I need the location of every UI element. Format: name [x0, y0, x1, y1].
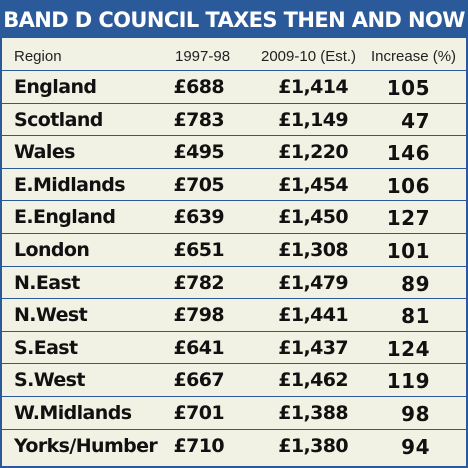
value-2009-10-cell: £1,454: [278, 173, 348, 196]
value-1997-98-cell: £710: [173, 434, 225, 457]
table-row: N.West £798 £1,441 81: [2, 298, 466, 331]
table-row: E.Midlands £705 £1,454 106: [2, 167, 466, 201]
column-header-increase: Increase (%): [371, 48, 457, 65]
region-cell: Yorks/Humber: [14, 434, 158, 457]
value-2009-10-cell: £1,220: [278, 141, 348, 164]
table-row: E.England £639 £1,450 127: [2, 200, 466, 233]
column-header-1997-98: 1997-98: [175, 48, 231, 65]
region-cell: S.West: [14, 369, 85, 392]
region-cell: E.Midlands: [14, 173, 126, 196]
column-header-2009-10: 2009-10 (Est.): [261, 48, 357, 65]
value-1997-98-cell: £688: [173, 76, 225, 98]
value-2009-10-cell: £1,380: [278, 434, 348, 457]
value-1997-98-cell: £651: [173, 238, 225, 261]
region-cell: N.East: [14, 271, 80, 294]
column-header-region: Region: [14, 48, 62, 65]
value-1997-98-cell: £798: [173, 304, 225, 327]
value-1997-98-cell: £701: [173, 401, 225, 424]
value-2009-10-cell: £1,414: [278, 76, 348, 98]
table-row: S.East £641 £1,437 124: [2, 330, 466, 364]
table-body: England £688 £1,414 105 Scotland £783 £1,149 47…: [2, 70, 466, 461]
region-cell: W.Midlands: [14, 401, 132, 424]
increase-cell: 47: [401, 108, 430, 133]
value-2009-10-cell: £1,450: [278, 206, 348, 229]
table-row: Scotland £783 £1,149 47: [2, 102, 466, 136]
value-1997-98-cell: £783: [173, 108, 225, 131]
increase-cell: 101: [386, 238, 430, 263]
region-cell: S.East: [14, 336, 78, 359]
table-row: W.Midlands £701 £1,388 98: [2, 395, 466, 429]
value-2009-10-cell: £1,437: [278, 336, 348, 359]
increase-cell: 81: [401, 304, 430, 329]
increase-cell: 124: [386, 336, 430, 361]
table-row: S.West £667 £1,462 119: [2, 363, 466, 396]
increase-cell: 98: [401, 401, 430, 426]
increase-cell: 127: [386, 206, 430, 231]
value-2009-10-cell: £1,479: [278, 271, 348, 294]
value-1997-98-cell: £641: [173, 336, 225, 359]
header-row: Region 1997-98 2009-10 (Est.) Increase (…: [2, 44, 466, 70]
table-row: N.East £782 £1,479 89: [2, 265, 466, 299]
value-2009-10-cell: £1,388: [278, 401, 348, 424]
increase-cell: 119: [386, 369, 430, 394]
table-row: London £651 £1,308 101: [2, 232, 466, 266]
value-2009-10-cell: £1,441: [278, 304, 348, 327]
value-1997-98-cell: £495: [173, 141, 225, 164]
increase-cell: 105: [386, 76, 430, 100]
value-2009-10-cell: £1,149: [278, 108, 348, 131]
value-2009-10-cell: £1,462: [278, 369, 348, 392]
region-cell: N.West: [14, 304, 88, 327]
increase-cell: 106: [386, 173, 430, 198]
region-cell: Wales: [14, 141, 75, 164]
value-1997-98-cell: £639: [173, 206, 225, 229]
value-1997-98-cell: £667: [173, 369, 225, 392]
region-cell: London: [14, 238, 90, 261]
region-cell: England: [14, 76, 97, 98]
table-title: BAND D COUNCIL TAXES THEN AND NOW: [2, 2, 466, 38]
increase-cell: 94: [401, 434, 430, 459]
table-row: England £688 £1,414 105: [2, 70, 466, 103]
increase-cell: 146: [386, 141, 430, 166]
value-1997-98-cell: £705: [173, 173, 225, 196]
increase-cell: 89: [401, 271, 430, 296]
table-row: Wales £495 £1,220 146: [2, 135, 466, 168]
region-cell: E.England: [14, 206, 116, 229]
table-row: Yorks/Humber £710 £1,380 94: [2, 428, 466, 462]
region-cell: Scotland: [14, 108, 103, 131]
value-1997-98-cell: £782: [173, 271, 225, 294]
value-2009-10-cell: £1,308: [278, 238, 348, 261]
